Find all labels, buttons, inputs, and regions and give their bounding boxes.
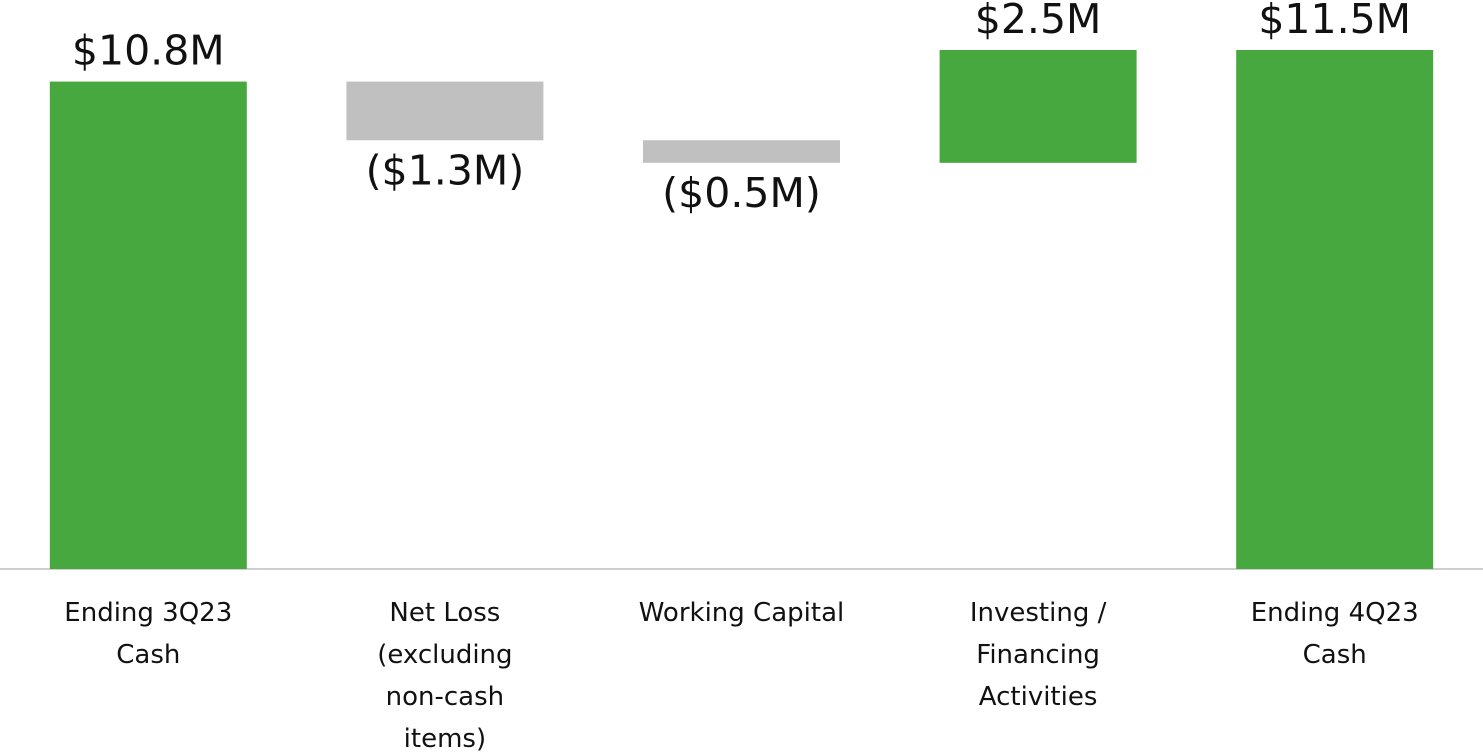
bar: [346, 81, 544, 141]
x-tick-label: Ending 3Q23 Cash: [64, 598, 233, 670]
x-tick-label: Working Capital: [638, 598, 845, 628]
x-tick-label: Investing / Financing Activities: [969, 598, 1107, 712]
value-label: ($0.5M): [662, 169, 821, 217]
value-label: $10.8M: [72, 27, 225, 75]
value-label: $11.5M: [1258, 0, 1411, 43]
bar: [939, 50, 1137, 163]
bar: [49, 81, 247, 569]
value-label: $2.5M: [975, 0, 1102, 43]
value-label: ($1.3M): [366, 146, 525, 194]
bar: [643, 140, 840, 163]
bar: [1236, 50, 1434, 569]
x-tick-label: Net Loss (excluding non-cash items): [377, 598, 513, 754]
x-tick-label: Ending 4Q23 Cash: [1250, 598, 1419, 670]
